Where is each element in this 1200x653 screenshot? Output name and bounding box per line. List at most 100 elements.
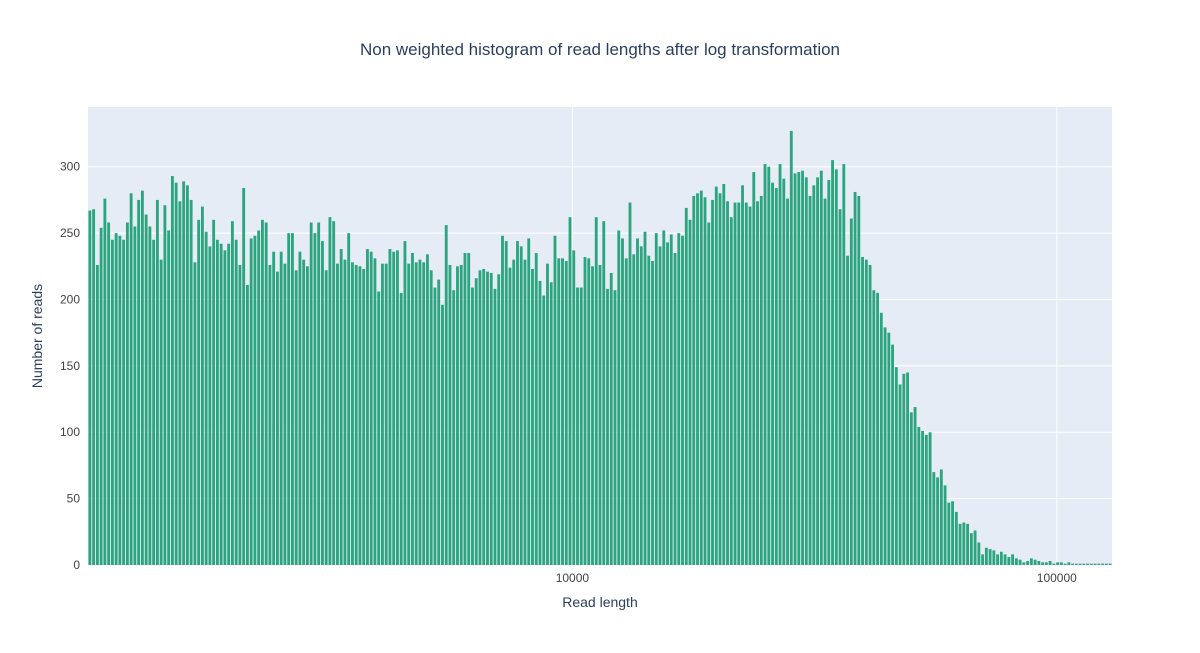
histogram-bar (673, 253, 677, 565)
histogram-bar (369, 251, 373, 565)
histogram-bar (662, 230, 666, 565)
histogram-bar (917, 426, 921, 565)
histogram-bar (988, 549, 992, 565)
histogram-bar (197, 219, 201, 565)
histogram-bar (741, 185, 744, 565)
histogram-bar (894, 367, 898, 565)
histogram-bar (373, 258, 377, 565)
histogram-bar (572, 250, 576, 565)
histogram-bar (283, 263, 287, 565)
histogram-bar (1029, 558, 1033, 565)
histogram-bar (726, 201, 729, 565)
histogram-bar (137, 199, 141, 565)
y-tick-label: 200 (60, 292, 80, 306)
histogram-bar (722, 184, 726, 565)
histogram-bar (906, 372, 909, 565)
histogram-bar (654, 233, 658, 565)
histogram-bar (756, 201, 759, 565)
histogram-bar (110, 239, 114, 565)
histogram-bar (808, 195, 812, 565)
histogram-bar (681, 235, 684, 565)
histogram-bar (602, 221, 606, 566)
histogram-bar (846, 255, 849, 565)
histogram-bar (88, 210, 92, 566)
histogram-bar (456, 266, 459, 565)
histogram-bar (527, 238, 531, 565)
histogram-bar (497, 274, 501, 565)
histogram-bar (174, 182, 178, 566)
histogram-bar (778, 164, 782, 565)
histogram-bar (531, 268, 534, 565)
histogram-bar (819, 170, 823, 565)
histogram-bar (125, 222, 129, 565)
histogram-bar (1086, 563, 1090, 565)
histogram-bar (516, 241, 519, 565)
histogram-bar (219, 243, 223, 566)
histogram-bar (658, 246, 662, 565)
histogram-bar (238, 264, 242, 565)
histogram-bar (688, 219, 692, 565)
histogram-bar (628, 202, 632, 565)
histogram-bar (189, 199, 193, 565)
x-axis-title: Read length (562, 594, 638, 610)
histogram-bar (182, 181, 186, 565)
histogram-bar (748, 206, 752, 565)
histogram-bar (1018, 559, 1022, 565)
histogram-bar (441, 304, 444, 565)
histogram-bar (703, 197, 707, 565)
histogram-bar (932, 472, 936, 565)
histogram-bar (253, 235, 257, 565)
histogram-bar (245, 284, 249, 565)
histogram-bar (152, 239, 156, 565)
histogram-bar (651, 260, 654, 565)
x-tick-label: 100000 (1037, 571, 1077, 585)
histogram-bar (358, 266, 362, 565)
y-tick-label: 150 (60, 359, 80, 373)
histogram-bar (891, 344, 894, 565)
histogram-bar (1093, 563, 1097, 565)
histogram-bar (234, 239, 238, 565)
histogram-bar (343, 259, 347, 565)
histogram-bar (823, 198, 827, 565)
histogram-bar (399, 292, 403, 565)
histogram-bar (148, 226, 152, 566)
histogram-bar (729, 217, 733, 565)
histogram-bar (163, 205, 167, 566)
histogram-bar (999, 551, 1003, 565)
histogram-bar (1011, 554, 1015, 565)
histogram-bar (624, 258, 628, 565)
histogram-bar (684, 207, 688, 565)
histogram-bar (669, 234, 673, 565)
histogram-bar (842, 164, 846, 565)
histogram-bar (538, 280, 542, 565)
histogram-bar (362, 268, 366, 565)
histogram-bar (677, 233, 681, 565)
histogram-bar (489, 272, 493, 565)
histogram-bar (223, 250, 227, 565)
histogram-bar (594, 217, 598, 565)
histogram-bar (227, 243, 231, 566)
histogram-bar (617, 230, 621, 565)
histogram-bar (336, 263, 339, 565)
x-tick-label: 10000 (556, 571, 590, 585)
histogram-bar (1063, 563, 1067, 565)
histogram-bar (542, 295, 546, 565)
histogram-bar (647, 255, 651, 565)
histogram-bar (714, 186, 718, 565)
histogram-bar (249, 238, 253, 565)
histogram-bar (666, 242, 669, 565)
histogram-bar (898, 384, 902, 565)
histogram-bar (879, 312, 883, 565)
histogram-bar (366, 249, 369, 566)
histogram-bar (786, 198, 789, 565)
histogram-bar (276, 271, 279, 565)
histogram-bar (291, 233, 294, 565)
histogram-bar (992, 550, 996, 565)
histogram-bar (204, 231, 208, 566)
histogram-bar (193, 262, 197, 565)
histogram-bar (718, 193, 722, 566)
histogram-bar (613, 290, 617, 565)
histogram-bar (354, 264, 358, 565)
histogram-bar (471, 287, 474, 565)
histogram-bar (774, 187, 778, 566)
